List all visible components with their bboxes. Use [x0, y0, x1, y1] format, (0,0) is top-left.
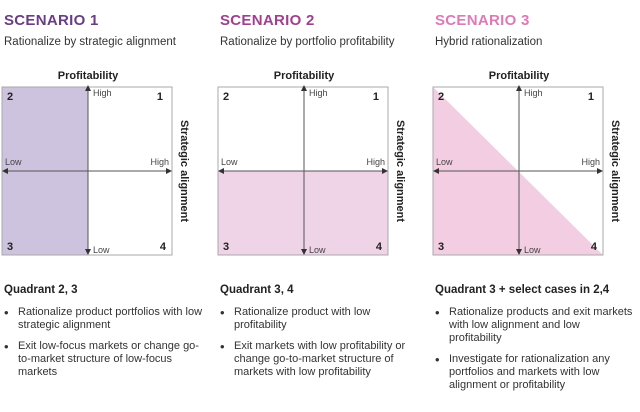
quadrant-number-3: 3 — [223, 241, 229, 253]
bullet-item: Exit markets with low profitability or c… — [220, 340, 420, 379]
scenario-3-panel: SCENARIO 3 Hybrid rationalization Profit… — [431, 0, 640, 412]
quadrant-heading: Quadrant 2, 3 — [4, 284, 78, 296]
quadrant-number-2: 2 — [223, 91, 229, 103]
arrow-right-icon — [166, 168, 172, 174]
quadrant-heading: Quadrant 3, 4 — [220, 284, 294, 296]
bullet-item: Rationalize product portfolios with low … — [4, 306, 204, 332]
label-high-horizontal: High — [150, 157, 169, 167]
scenario-title: SCENARIO 2 — [220, 12, 315, 29]
quadrant-number-1: 1 — [157, 91, 163, 103]
highlight-region — [218, 171, 388, 255]
label-high-vertical: High — [309, 88, 328, 98]
quadrant-number-4: 4 — [376, 241, 383, 253]
bullet-list: Rationalize product portfolios with low … — [4, 306, 204, 387]
bullet-list: Rationalize products and exit markets wi… — [435, 306, 635, 400]
arrow-down-icon — [85, 249, 91, 255]
axis-title-profitability: Profitability — [274, 70, 335, 82]
bullet-item: Investigate for rationalization any port… — [435, 353, 635, 392]
quadrant-number-1: 1 — [373, 91, 379, 103]
axis-title-strategic-alignment: Strategic alignment — [394, 120, 406, 222]
scenario-title: SCENARIO 1 — [4, 12, 99, 29]
axis-title-strategic-alignment: Strategic alignment — [609, 120, 621, 222]
quadrant-number-3: 3 — [438, 241, 444, 253]
scenario-subtitle: Rationalize by strategic alignment — [4, 36, 176, 48]
scenario-subtitle: Rationalize by portfolio profitability — [220, 36, 395, 48]
label-high-horizontal: High — [366, 157, 385, 167]
quadrant-diagram: Profitability Strategic alignment High L… — [431, 68, 640, 263]
scenario-2-panel: SCENARIO 2 Rationalize by portfolio prof… — [216, 0, 426, 412]
axis-title-strategic-alignment: Strategic alignment — [178, 120, 190, 222]
label-low-vertical: Low — [524, 245, 541, 255]
bullet-item: Rationalize products and exit markets wi… — [435, 306, 635, 345]
label-low-horizontal: Low — [436, 157, 453, 167]
arrow-down-icon — [301, 249, 307, 255]
scenario-title: SCENARIO 3 — [435, 12, 530, 29]
scenario-subtitle: Hybrid rationalization — [435, 36, 543, 48]
arrow-up-icon — [516, 85, 522, 91]
arrow-left-icon — [433, 168, 439, 174]
quadrant-number-4: 4 — [591, 241, 598, 253]
label-low-vertical: Low — [93, 245, 110, 255]
quadrant-diagram: Profitability Strategic alignment High L… — [216, 68, 426, 263]
arrow-left-icon — [2, 168, 8, 174]
bullet-item: Rationalize product with low profitabili… — [220, 306, 420, 332]
label-high-vertical: High — [524, 88, 543, 98]
quadrant-diagram: Profitability Strategic alignment High L… — [0, 68, 210, 263]
bullet-list: Rationalize product with low profitabili… — [220, 306, 420, 387]
label-low-horizontal: Low — [5, 157, 22, 167]
arrow-left-icon — [218, 168, 224, 174]
scenario-1-panel: SCENARIO 1 Rationalize by strategic alig… — [0, 0, 210, 412]
axis-title-profitability: Profitability — [58, 70, 119, 82]
quadrant-heading: Quadrant 3 + select cases in 2,4 — [435, 284, 610, 296]
quadrant-number-2: 2 — [438, 91, 444, 103]
arrow-up-icon — [301, 85, 307, 91]
arrow-down-icon — [516, 249, 522, 255]
axis-title-profitability: Profitability — [489, 70, 550, 82]
arrow-right-icon — [382, 168, 388, 174]
arrow-right-icon — [597, 168, 603, 174]
label-low-horizontal: Low — [221, 157, 238, 167]
arrow-up-icon — [85, 85, 91, 91]
quadrant-number-3: 3 — [7, 241, 13, 253]
quadrant-number-2: 2 — [7, 91, 13, 103]
label-low-vertical: Low — [309, 245, 326, 255]
quadrant-number-1: 1 — [588, 91, 594, 103]
quadrant-number-4: 4 — [160, 241, 167, 253]
label-high-vertical: High — [93, 88, 112, 98]
label-high-horizontal: High — [581, 157, 600, 167]
bullet-item: Exit low-focus markets or change go-to-m… — [4, 340, 204, 379]
